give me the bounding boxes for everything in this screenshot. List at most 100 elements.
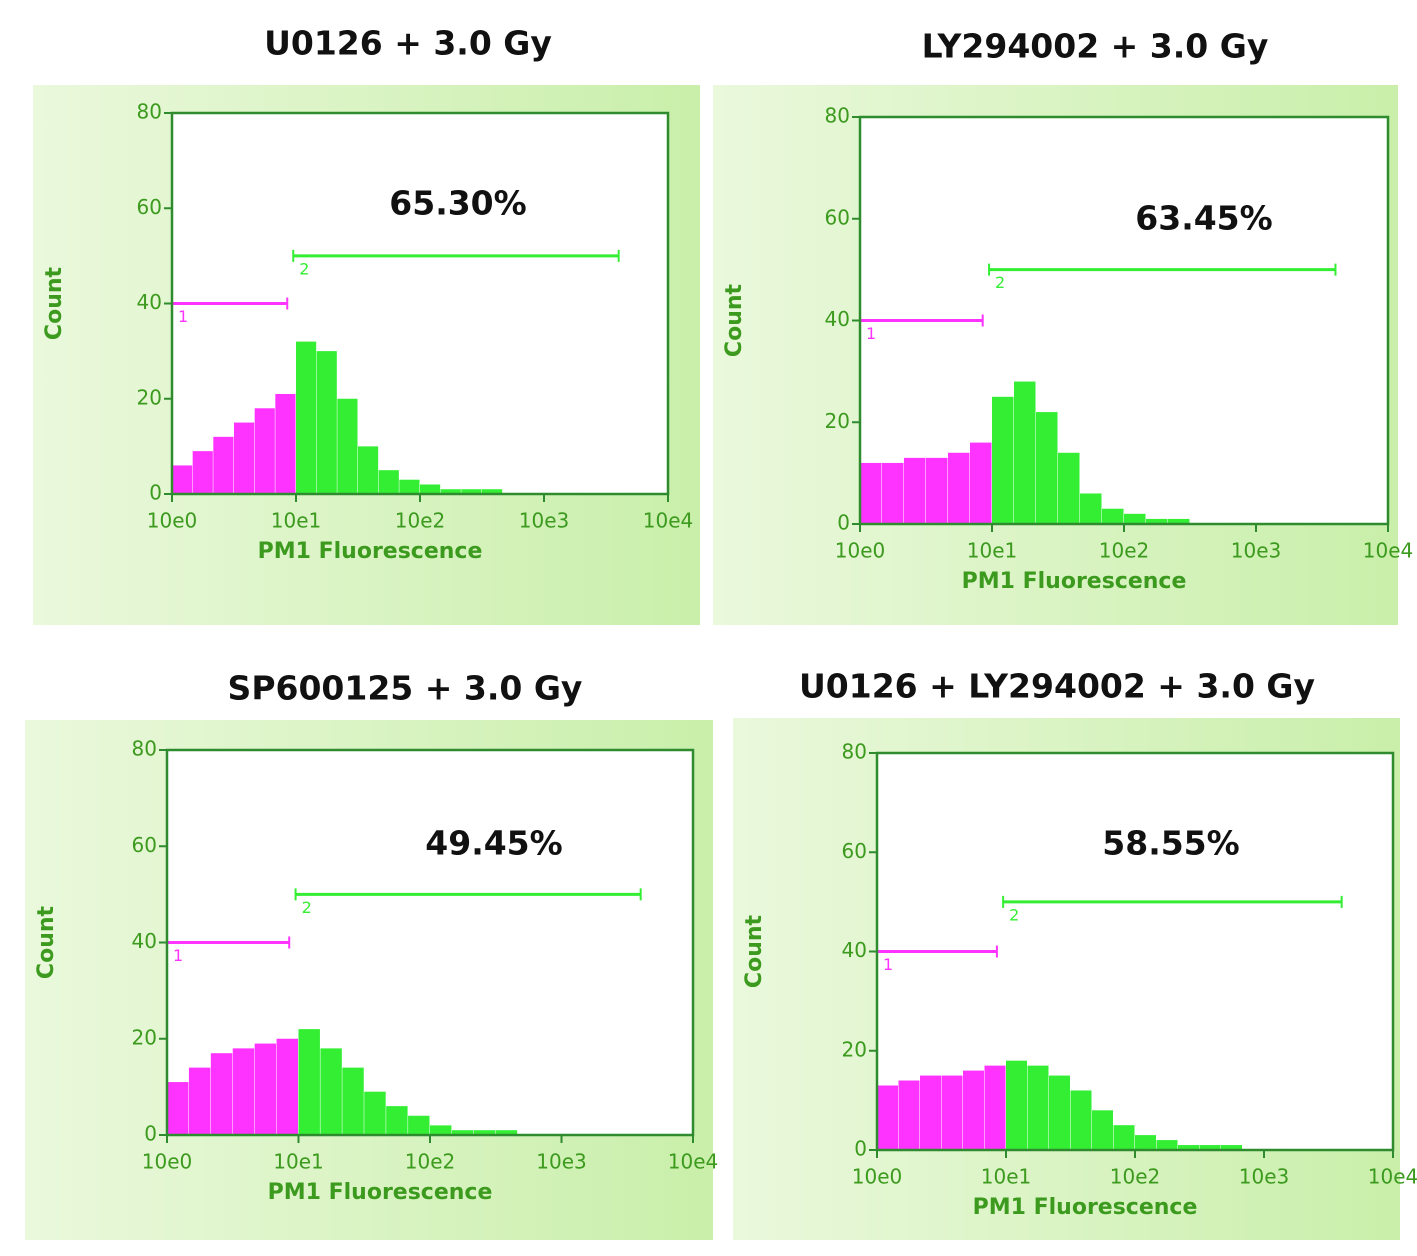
annotation: 63.45% (1135, 199, 1272, 238)
gate-label: 2 (1009, 905, 1019, 924)
gate-label: 2 (302, 898, 312, 917)
y-tick-label: 40 (132, 929, 157, 953)
histogram-bar (1199, 1145, 1221, 1150)
histogram-bar (970, 442, 992, 524)
histogram-bar (919, 1075, 941, 1150)
y-tick-label: 40 (137, 290, 162, 314)
histogram-bar (357, 446, 379, 494)
y-tick-label: 80 (137, 100, 162, 124)
panel-title: U0126 + LY294002 + 3.0 Gy (799, 667, 1315, 706)
histogram-bar (495, 1130, 518, 1135)
histogram-bar (399, 479, 420, 494)
histogram-bar (276, 1038, 298, 1135)
x-tick-label: 10e3 (519, 509, 569, 533)
histogram-bar (167, 1082, 189, 1135)
histogram-bar (941, 1075, 963, 1150)
histogram-bar (481, 489, 503, 494)
y-tick-label: 80 (842, 740, 867, 764)
histogram-bar (232, 1048, 255, 1135)
histogram-bar (948, 452, 970, 524)
y-axis-label: Count (742, 914, 767, 988)
histogram-bar (1177, 1145, 1199, 1150)
y-tick-label: 60 (132, 833, 157, 857)
histogram-bar (172, 465, 193, 494)
x-tick-label: 10e1 (271, 509, 321, 533)
histogram-bar (1057, 452, 1080, 524)
x-tick-label: 10e1 (273, 1150, 323, 1174)
gate-label: 1 (178, 307, 188, 326)
y-tick-label: 40 (842, 938, 867, 962)
x-tick-label: 10e2 (405, 1150, 455, 1174)
gate-label: 1 (173, 946, 183, 965)
x-tick-label: 10e4 (1363, 539, 1413, 563)
histogram-bar (903, 457, 926, 524)
histogram-bar (364, 1091, 386, 1135)
x-tick-label: 10e4 (668, 1150, 718, 1174)
x-tick-label: 10e0 (142, 1150, 192, 1174)
histogram-bar (1080, 493, 1102, 524)
gate-label: 2 (299, 259, 309, 278)
x-axis-label: PM1 Fluorescence (258, 539, 483, 564)
histogram-bar (1167, 518, 1190, 524)
histogram-bar (420, 484, 441, 494)
x-tick-label: 10e3 (536, 1150, 586, 1174)
y-axis-label: Count (34, 905, 59, 979)
histogram-bar (1221, 1145, 1243, 1150)
x-tick-label: 10e0 (147, 509, 197, 533)
histogram-bar (1048, 1075, 1070, 1150)
histogram-bar (1070, 1090, 1092, 1150)
x-tick-label: 10e1 (967, 539, 1017, 563)
histogram-bar (275, 393, 296, 494)
histogram-bar (1156, 1140, 1178, 1150)
y-tick-label: 0 (854, 1137, 867, 1161)
histogram-bar (296, 341, 317, 494)
histogram-bar (963, 1070, 985, 1150)
histogram-bar (1146, 518, 1168, 524)
x-tick-label: 10e2 (1099, 539, 1149, 563)
histogram-bar (898, 1080, 920, 1150)
histogram-bar (210, 1053, 233, 1135)
y-tick-label: 20 (842, 1037, 867, 1061)
x-tick-label: 10e3 (1231, 539, 1281, 563)
y-tick-label: 20 (137, 385, 162, 409)
y-tick-label: 60 (825, 205, 850, 229)
y-tick-label: 20 (825, 409, 850, 433)
panel: U0126 + LY294002 + 3.0 Gy1202040608010e0… (733, 667, 1417, 1240)
histogram-bar (320, 1048, 342, 1135)
histogram-bar (337, 398, 358, 494)
histogram-bar (860, 462, 882, 524)
histogram-bar (192, 451, 213, 494)
histogram-bar (877, 1085, 899, 1150)
histogram-bar (461, 489, 482, 494)
panel-title: LY294002 + 3.0 Gy (922, 27, 1269, 66)
x-tick-label: 10e4 (1368, 1165, 1417, 1189)
histogram-bar (473, 1130, 496, 1135)
y-tick-label: 60 (137, 195, 162, 219)
y-axis-label: Count (42, 266, 67, 340)
x-tick-label: 10e2 (1110, 1165, 1160, 1189)
histogram-bar (1006, 1060, 1028, 1150)
histogram-bar (298, 1029, 320, 1135)
y-tick-label: 0 (149, 481, 162, 505)
x-tick-label: 10e0 (835, 539, 885, 563)
histogram-bar (1014, 381, 1036, 524)
histogram-bar (254, 408, 275, 494)
histogram-bar (188, 1067, 211, 1135)
histogram-bar (1124, 513, 1146, 524)
x-axis-label: PM1 Fluorescence (962, 569, 1187, 594)
histogram-bar (1102, 508, 1124, 524)
x-tick-label: 10e4 (643, 509, 693, 533)
y-tick-label: 60 (842, 839, 867, 863)
histogram-bar (430, 1125, 452, 1135)
histogram-bar (1113, 1125, 1135, 1150)
x-tick-label: 10e2 (395, 509, 445, 533)
x-tick-label: 10e1 (981, 1165, 1031, 1189)
x-tick-label: 10e3 (1239, 1165, 1289, 1189)
annotation: 65.30% (389, 184, 526, 223)
y-tick-label: 80 (132, 737, 157, 761)
histogram-bar (378, 470, 399, 494)
histogram-bar (440, 489, 461, 494)
histogram-bar (254, 1043, 277, 1135)
